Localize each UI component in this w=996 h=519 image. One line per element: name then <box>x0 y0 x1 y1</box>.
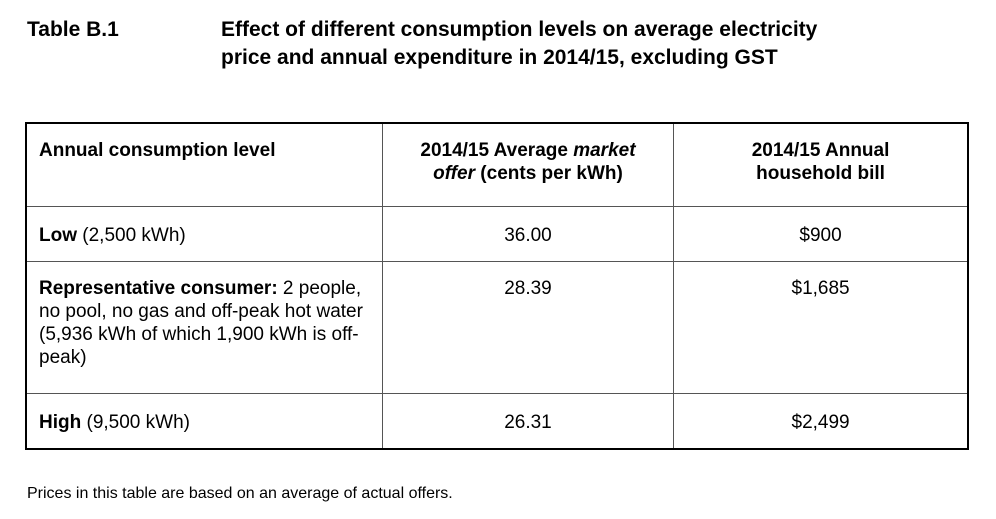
header-bill-line-1: 2014/15 Annual <box>751 140 890 161</box>
level-label: High <box>39 412 82 433</box>
cell-annual-bill: $1,685 <box>673 261 969 394</box>
header-consumption-level: Annual consumption level <box>25 122 383 207</box>
header-price-text-2: (cents per kWh) <box>475 163 623 184</box>
table-title-line-2: price and annual expenditure in 2014/15,… <box>221 46 778 69</box>
table-row-high: High (9,500 kWh) 26.31 $2,499 <box>25 393 969 450</box>
level-detail: 2 people, no pool, no gas and off-peak h… <box>39 278 363 368</box>
header-annual-bill: 2014/15 Annual household bill <box>673 122 969 207</box>
header-average-price: 2014/15 Average market offer (cents per k… <box>381 122 675 207</box>
cell-annual-bill: $900 <box>673 206 969 262</box>
table-title-line-1: Effect of different consumption levels o… <box>221 18 818 41</box>
cell-consumption-level: Low (2,500 kWh) <box>25 206 383 262</box>
header-bill-line-2: household bill <box>756 163 885 184</box>
header-price-italic-2: offer <box>433 163 476 184</box>
header-price-text-1: 2014/15 Average <box>420 140 574 161</box>
header-price-italic-1: market <box>573 140 636 161</box>
table-row-representative: Representative consumer: 2 people, no po… <box>25 261 969 394</box>
level-detail: (2,500 kWh) <box>77 225 186 246</box>
electricity-price-table: Annual consumption level 2014/15 Average… <box>25 122 969 450</box>
cell-annual-bill: $2,499 <box>673 393 969 450</box>
level-detail: (9,500 kWh) <box>81 412 190 433</box>
cell-consumption-level: Representative consumer: 2 people, no po… <box>25 261 383 394</box>
cell-average-price: 26.31 <box>381 393 675 450</box>
table-title: Effect of different consumption levels o… <box>221 16 961 72</box>
table-row-low: Low (2,500 kWh) 36.00 $900 <box>25 206 969 262</box>
cell-consumption-level: High (9,500 kWh) <box>25 393 383 450</box>
table-number: Table B.1 <box>27 18 119 41</box>
table-header-row: Annual consumption level 2014/15 Average… <box>25 122 969 207</box>
table-footnote: Prices in this table are based on an ave… <box>27 485 453 502</box>
level-label: Representative consumer: <box>39 278 278 299</box>
level-label: Low <box>39 225 77 246</box>
cell-average-price: 28.39 <box>381 261 675 394</box>
cell-average-price: 36.00 <box>381 206 675 262</box>
